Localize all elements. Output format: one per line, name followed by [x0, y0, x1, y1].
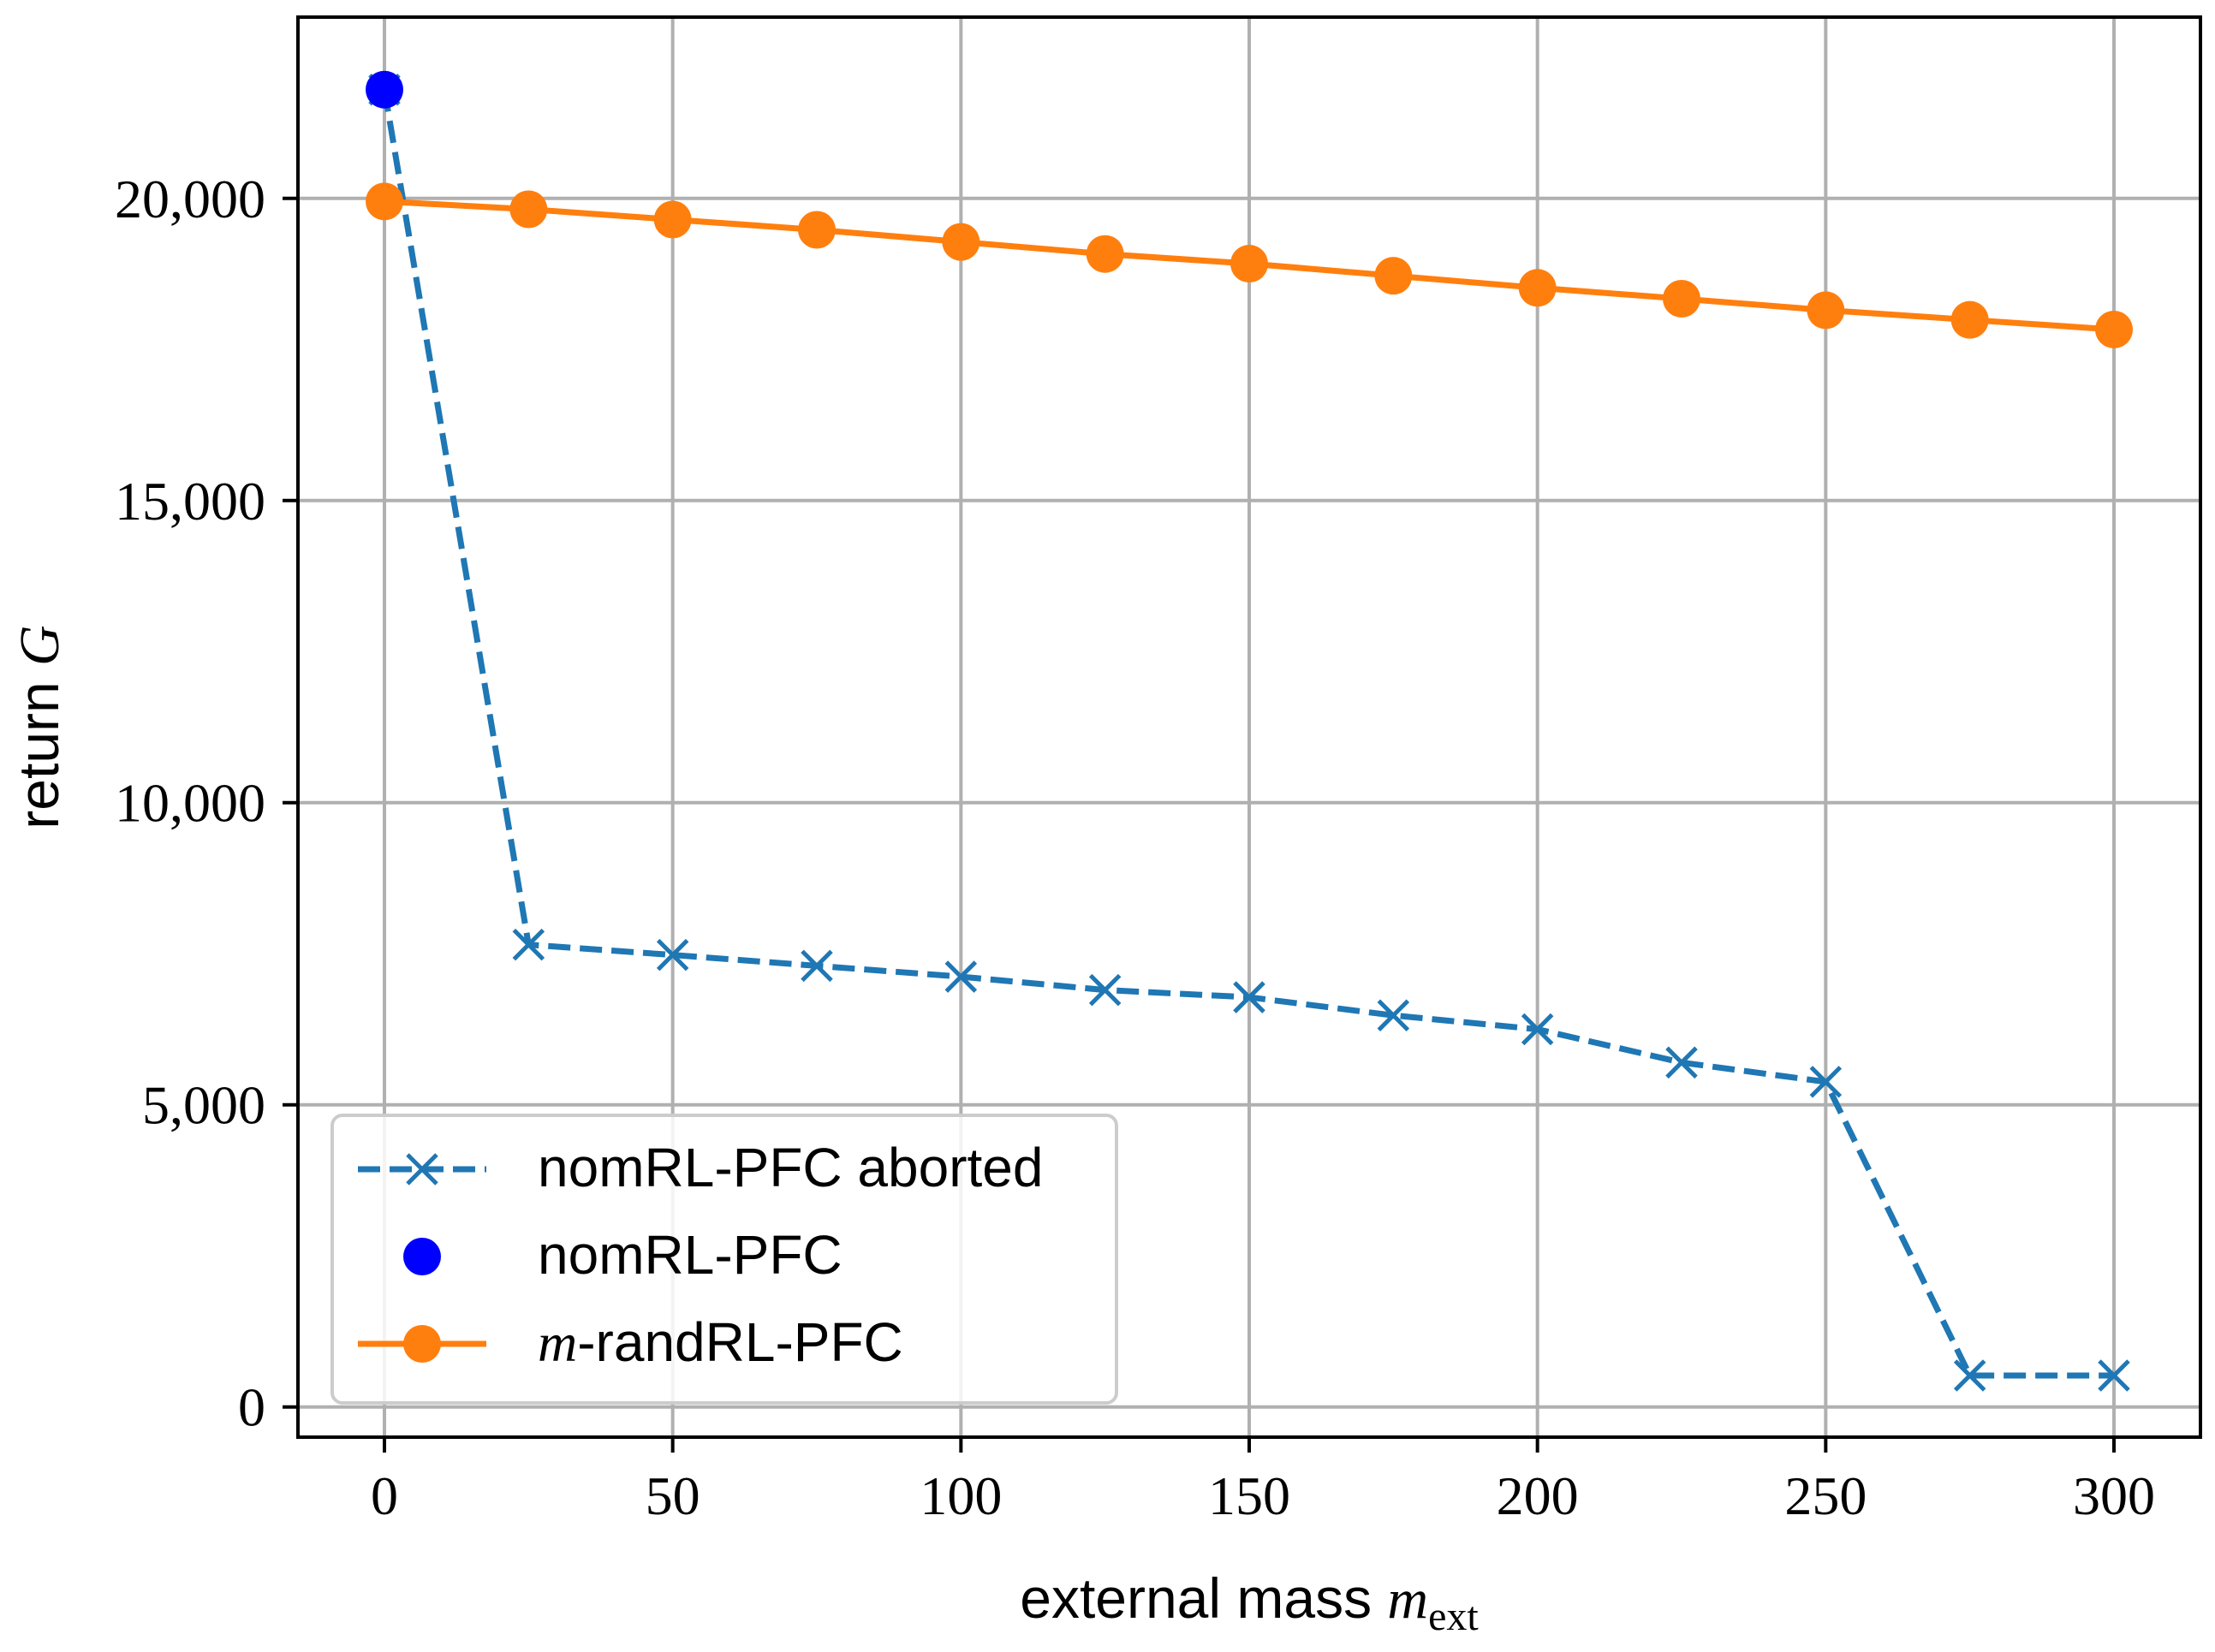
legend-label-mrand: m-randRL-PFC	[538, 1311, 903, 1373]
data-point-nomrl-pfc-aborted	[1233, 981, 1265, 1013]
legend-marker-nomrl	[403, 1238, 441, 1275]
y-tick-label: 0	[238, 1377, 265, 1438]
data-point-m-randrl-pfc	[366, 182, 403, 221]
data-point-m-randrl-pfc	[2095, 310, 2133, 348]
legend-marker-aborted	[406, 1153, 438, 1186]
legend-handle-aborted	[358, 1153, 486, 1186]
data-point-m-randrl-pfc	[1807, 291, 1845, 330]
data-point-nomrl-pfc-aborted	[512, 928, 545, 961]
x-axis-label-text: external mass	[1020, 1566, 1387, 1630]
ticks: 0 50 100 150 200 250 300 0 5,000 10,000 15,000 20,0…	[115, 169, 2155, 1526]
series-layer	[366, 70, 2133, 1392]
x-tick-label: 50	[646, 1465, 700, 1526]
data-point-m-randrl-pfc	[1663, 279, 1700, 318]
legend-label-nomrl: nomRL-PFC	[538, 1224, 843, 1286]
data-point-m-randrl-pfc	[653, 200, 692, 239]
y-tick-label: 20,000	[115, 169, 265, 229]
data-point-nomrl-pfc-aborted	[944, 960, 978, 993]
x-axis-label: external mass mext	[1020, 1566, 1479, 1639]
x-axis-label-math: m	[1387, 1568, 1428, 1631]
data-point-nomrl-pfc-aborted	[656, 938, 689, 972]
y-axis-label-text: return	[7, 666, 70, 829]
data-point-m-randrl-pfc	[1950, 300, 1989, 339]
y-tick-label: 5,000	[142, 1075, 265, 1136]
data-point-m-randrl-pfc	[509, 190, 548, 229]
data-point-nomrl-pfc-aborted	[1088, 973, 1122, 1007]
x-tick-label: 200	[1497, 1465, 1579, 1526]
data-point-m-randrl-pfc	[1374, 257, 1413, 295]
legend-label-mrand-math: m	[538, 1312, 577, 1373]
data-point-nomrl-pfc-aborted	[1521, 1013, 1554, 1046]
data-point-m-randrl-pfc	[1086, 235, 1124, 273]
x-tick-label: 0	[371, 1465, 398, 1526]
data-point-nomrl-pfc	[366, 70, 403, 109]
data-point-nomrl-pfc-aborted	[1665, 1046, 1698, 1079]
legend-label-aborted: nomRL-PFC aborted	[538, 1137, 1043, 1198]
x-axis-label-sub: ext	[1428, 1594, 1479, 1639]
legend: nomRL-PFC aborted nomRL-PFC m-randRL-PFC	[330, 1114, 1118, 1405]
y-tick-label: 15,000	[115, 471, 265, 532]
x-tick-label: 300	[2073, 1465, 2155, 1526]
data-point-m-randrl-pfc	[1230, 245, 1268, 283]
legend-label-mrand-rest: -randRL-PFC	[577, 1311, 903, 1373]
legend-handle-nomrl	[403, 1238, 441, 1275]
x-tick-label: 250	[1784, 1465, 1867, 1526]
data-point-nomrl-pfc-aborted	[801, 949, 833, 983]
legend-marker-mrand	[403, 1325, 441, 1363]
legend-box	[330, 1114, 1118, 1405]
data-point-nomrl-pfc-aborted	[2098, 1359, 2130, 1392]
data-point-m-randrl-pfc	[1518, 269, 1557, 307]
data-point-m-randrl-pfc	[798, 211, 836, 249]
y-tick-label: 10,000	[115, 773, 265, 834]
data-point-nomrl-pfc-aborted	[1377, 999, 1410, 1032]
data-point-nomrl-pfc-aborted	[1953, 1359, 1986, 1392]
data-point-nomrl-pfc-aborted	[1809, 1066, 1843, 1098]
x-tick-label: 150	[1208, 1465, 1290, 1526]
y-axis-label: return G	[7, 625, 71, 829]
y-axis-label-math: G	[9, 625, 71, 666]
legend-handle-mrand	[358, 1325, 486, 1363]
x-tick-label: 100	[920, 1465, 1002, 1526]
data-point-m-randrl-pfc	[942, 223, 980, 261]
